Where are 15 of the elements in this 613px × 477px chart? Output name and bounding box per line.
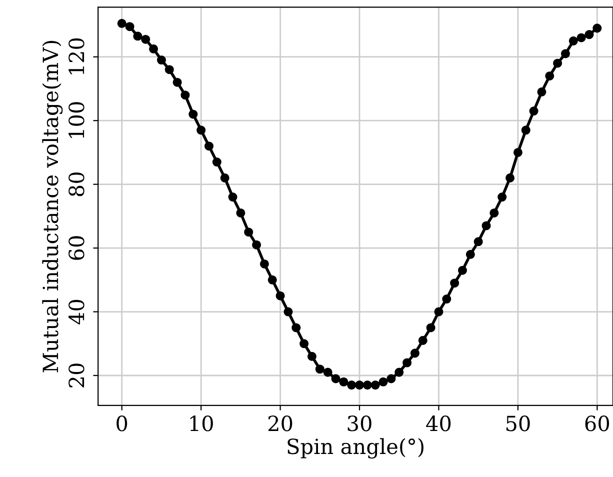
y-tick-label: 20 — [68, 364, 84, 388]
x-tick-label: 60 — [585, 416, 610, 432]
y-tick-label: 60 — [68, 236, 84, 260]
x-tick-label: 20 — [268, 416, 292, 432]
x-tick-label: 30 — [348, 416, 372, 432]
x-tick-label: 40 — [426, 416, 451, 432]
y-tick-label: 80 — [68, 172, 84, 196]
x-tick-label: 0 — [116, 416, 128, 432]
x-tick-label: 50 — [506, 416, 530, 432]
y-tick-label: 40 — [68, 300, 84, 324]
y-tick-label: 100 — [68, 102, 84, 138]
y-tick-label: 120 — [68, 38, 84, 74]
x-axis-title: Spin angle(°) — [288, 438, 424, 459]
x-tick-label: 10 — [190, 416, 213, 432]
y-axis-title: Mutual inductance voltage(mV) — [42, 40, 63, 372]
